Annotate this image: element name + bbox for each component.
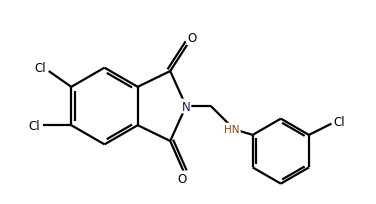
Text: O: O (187, 32, 197, 45)
Text: Cl: Cl (334, 115, 346, 128)
Text: Cl: Cl (29, 119, 40, 132)
Text: N: N (182, 100, 190, 113)
Text: HN: HN (224, 124, 240, 134)
Text: Cl: Cl (35, 62, 46, 74)
Text: O: O (177, 172, 186, 185)
